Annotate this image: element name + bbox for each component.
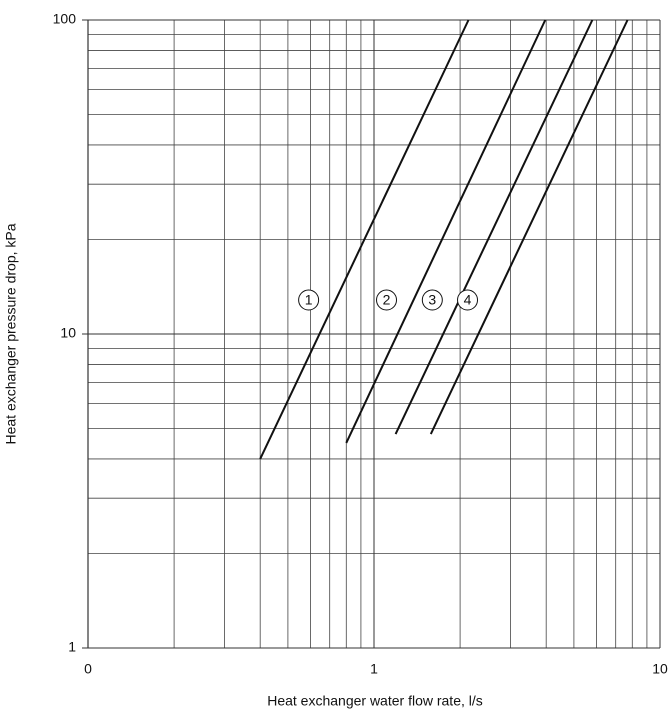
- legend-label: 1: [305, 292, 313, 308]
- x-tick-label: 0: [84, 661, 92, 677]
- x-tick-label: 1: [370, 661, 378, 677]
- legend-marker: [421, 289, 443, 311]
- series-line: [429, 19, 629, 435]
- y-tick-label: 100: [53, 11, 77, 27]
- legend-marker: [298, 289, 320, 311]
- x-tick-label: 10: [652, 661, 668, 677]
- y-axis-label: Heat exchanger pressure drop, kPa: [3, 223, 19, 444]
- y-tick-label: 1: [68, 639, 76, 655]
- x-axis-label: Heat exchanger water flow rate, l/s: [267, 693, 483, 709]
- legend-label: 4: [464, 292, 472, 308]
- legend-label: 2: [383, 292, 391, 308]
- y-tick-label: 10: [60, 325, 76, 341]
- series-line: [394, 19, 594, 435]
- legend-marker: [457, 289, 479, 311]
- series-line: [345, 19, 547, 444]
- legend-marker: [376, 289, 398, 311]
- series-line: [259, 19, 470, 460]
- legend-label: 3: [428, 292, 436, 308]
